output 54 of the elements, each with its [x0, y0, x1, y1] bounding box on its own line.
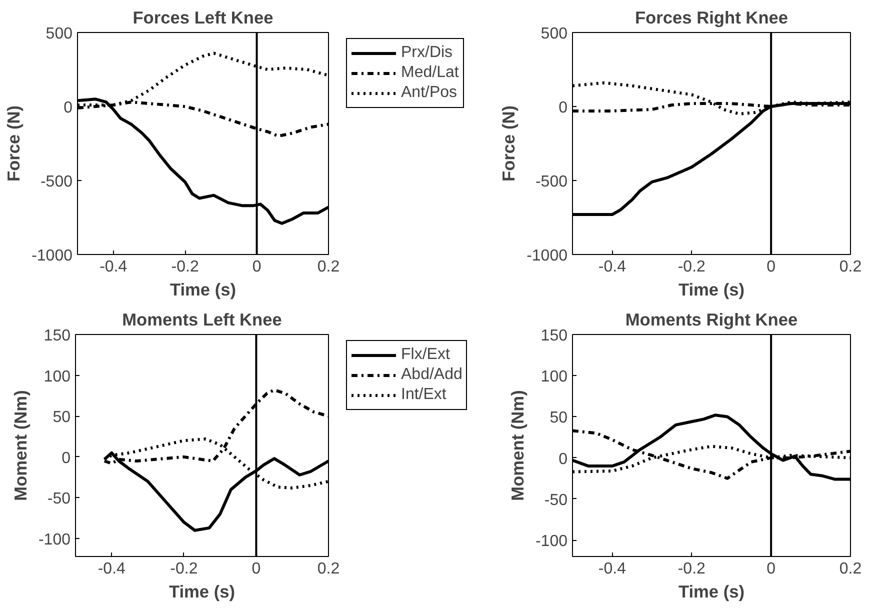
- legend-label: Int/Ext: [401, 386, 446, 404]
- x-axis-title: Time (s): [678, 582, 745, 602]
- chart-title: Moments Right Knee: [625, 310, 798, 330]
- x-tick-label: -0.4: [598, 258, 626, 276]
- y-tick-label: 150: [540, 328, 568, 344]
- x-tick-label: 0.2: [839, 560, 862, 578]
- x-axis-title: Time (s): [678, 280, 745, 300]
- y-tick-label: -100: [535, 533, 568, 550]
- legend-label: Abd/Add: [401, 366, 462, 384]
- chart-title: Forces Left Knee: [132, 8, 274, 28]
- x-tick-label: 0: [766, 258, 776, 276]
- y-tick-label: 500: [46, 26, 73, 42]
- y-tick-label: 0: [62, 450, 71, 467]
- legend-label: Ant/Pos: [401, 84, 458, 102]
- x-tick-label: -0.2: [678, 560, 706, 578]
- y-tick-label: 0: [558, 100, 568, 116]
- y-tick-label: 100: [540, 368, 568, 386]
- y-tick-label: -100: [38, 532, 71, 549]
- x-tick-label: 0.2: [839, 258, 862, 276]
- x-tick-label: 0: [252, 560, 261, 578]
- y-tick-label: -1000: [526, 248, 568, 264]
- legend-label: Flx/Ext: [401, 346, 450, 364]
- x-tick-label: -0.4: [598, 560, 626, 578]
- x-tick-label: -0.4: [98, 560, 126, 578]
- x-tick-label: -0.2: [170, 560, 198, 578]
- chart-title: Forces Right Knee: [634, 8, 788, 28]
- y-axis-title: Moment (Nm): [507, 390, 528, 501]
- legend-label: Prx/Dis: [401, 44, 453, 62]
- y-tick-label: -500: [40, 174, 73, 190]
- y-tick-label: 500: [540, 26, 568, 42]
- x-axis-title: Time (s): [168, 582, 236, 602]
- x-tick-label: -0.2: [171, 258, 199, 276]
- x-tick-label: -0.2: [678, 258, 706, 276]
- y-tick-label: 0: [558, 450, 568, 468]
- y-tick-label: 0: [64, 100, 73, 116]
- y-axis-title: Moment (Nm): [10, 390, 30, 501]
- y-tick-label: -50: [47, 490, 71, 508]
- x-tick-label: 0: [766, 560, 776, 578]
- y-tick-label: 50: [52, 409, 71, 426]
- y-axis-title: Force (N): [4, 105, 24, 182]
- y-tick-label: -1000: [32, 248, 73, 264]
- y-axis-title: Force (N): [498, 105, 519, 182]
- legend-label: Med/Lat: [401, 64, 459, 82]
- x-tick-label: 0: [252, 258, 262, 276]
- y-tick-label: 100: [44, 368, 71, 386]
- chart-title: Moments Left Knee: [122, 310, 282, 330]
- y-tick-label: -500: [535, 174, 568, 190]
- y-tick-label: -50: [544, 492, 568, 509]
- x-axis-title: Time (s): [170, 280, 236, 300]
- x-tick-label: 0.2: [317, 258, 340, 276]
- x-tick-label: -0.4: [100, 258, 128, 276]
- y-tick-label: 150: [44, 328, 71, 344]
- x-tick-label: 0.2: [317, 560, 340, 578]
- y-tick-label: 50: [550, 410, 568, 427]
